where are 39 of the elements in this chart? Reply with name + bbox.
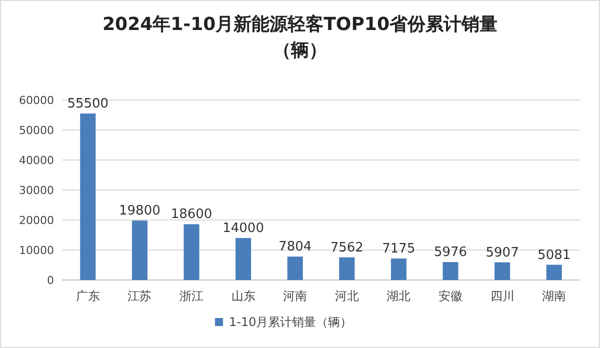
y-tick-label: 50000 (19, 124, 54, 137)
bar (287, 256, 303, 280)
y-tick-label: 10000 (19, 244, 54, 257)
data-label: 18600 (170, 207, 212, 222)
bar (132, 220, 148, 280)
data-label: 7175 (382, 241, 416, 256)
y-tick-label: 40000 (19, 154, 54, 167)
bar (236, 238, 252, 280)
bar (80, 114, 96, 280)
x-tick-label: 河北 (334, 289, 359, 303)
data-label: 7804 (278, 240, 312, 255)
y-tick-label: 30000 (19, 184, 54, 197)
legend-label: 1-10月累计销量（辆） (229, 315, 352, 329)
x-tick-label: 江苏 (128, 289, 152, 303)
data-label: 14000 (222, 221, 264, 236)
x-tick-label: 浙江 (180, 289, 204, 303)
chart-title: 2024年1-10月新能源轻客TOP10省份累计销量（辆） (102, 14, 498, 61)
y-tick-label: 60000 (19, 94, 54, 107)
bar (546, 264, 562, 280)
bar (339, 257, 355, 280)
bar (494, 262, 510, 280)
x-tick-label: 湖北 (386, 289, 411, 303)
y-tick-label: 20000 (19, 214, 54, 227)
x-tick-label: 山东 (231, 289, 256, 303)
data-label: 5081 (538, 248, 571, 263)
x-tick-label: 四川 (490, 289, 514, 303)
data-label: 19800 (119, 204, 160, 219)
data-label: 5907 (486, 245, 519, 260)
bar (442, 262, 458, 280)
x-tick-label: 安徽 (438, 289, 462, 303)
y-tick-label: 0 (47, 274, 54, 287)
bar (390, 258, 406, 280)
data-label: 7562 (330, 240, 364, 256)
bar (184, 224, 200, 280)
x-tick-label: 广东 (76, 289, 100, 303)
x-tick-label: 河南 (283, 289, 308, 303)
data-label: 5976 (434, 245, 468, 260)
x-tick-label: 湖南 (542, 289, 566, 303)
data-label: 55500 (67, 96, 109, 112)
